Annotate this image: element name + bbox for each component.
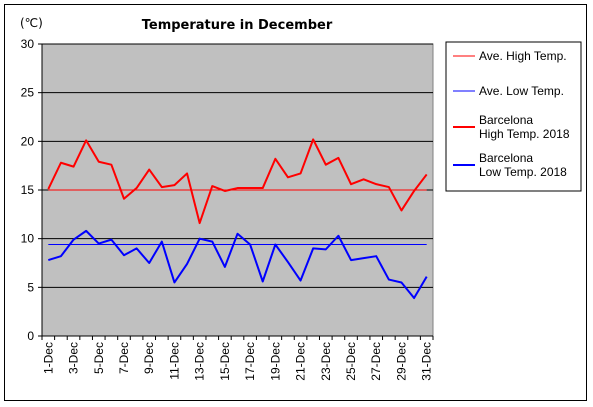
x-tick-label: 9-Dec: [142, 342, 156, 374]
x-tick-label: 17-Dec: [243, 342, 257, 381]
x-tick-label: 5-Dec: [92, 342, 106, 374]
y-tick-label: 15: [21, 183, 35, 197]
x-tick-label: 3-Dec: [67, 342, 81, 374]
y-tick-label: 5: [27, 280, 34, 294]
y-tick-label: 0: [27, 329, 34, 343]
y-tick-label: 25: [21, 86, 35, 100]
legend-label: High Temp. 2018: [479, 127, 570, 141]
plot-area: 0 5 10 15 20 25 30 1-Dec 3-Dec 5-Dec 7-Dec 9-Dec 11-…: [21, 37, 434, 381]
legend-label: Barcelona: [479, 151, 533, 165]
x-tick-label: 27-Dec: [369, 342, 383, 381]
legend-label: Low Temp. 2018: [479, 165, 567, 179]
x-tick-label: 31-Dec: [420, 342, 434, 381]
legend-label: Ave. High Temp.: [479, 49, 567, 63]
y-unit-label: (℃): [20, 16, 43, 30]
x-tick-label: 7-Dec: [117, 342, 131, 374]
y-tick-label: 20: [21, 134, 35, 148]
x-tick-label: 23-Dec: [319, 342, 333, 381]
legend-label: Ave. Low Temp.: [479, 84, 564, 98]
legend-box: [445, 41, 582, 192]
x-tick-label: 19-Dec: [268, 342, 282, 381]
x-tick-label: 13-Dec: [193, 342, 207, 381]
chart-title: Temperature in December: [142, 18, 333, 33]
y-tick-label: 10: [21, 232, 35, 246]
x-tick-label: 29-Dec: [394, 342, 408, 381]
series-line-4: [48, 229, 428, 300]
series-line-3: [47, 138, 428, 225]
x-tick-label: 11-Dec: [167, 342, 181, 380]
x-tick-label: 21-Dec: [294, 342, 308, 381]
legend-label: Barcelona: [479, 113, 533, 127]
x-tick-label: 25-Dec: [344, 342, 358, 381]
legend: Ave. High Temp.Ave. Low Temp.BarcelonaHi…: [445, 41, 582, 192]
x-tick-label: 1-Dec: [41, 342, 55, 374]
x-tick-label: 15-Dec: [218, 342, 232, 381]
y-tick-label: 30: [21, 37, 35, 51]
